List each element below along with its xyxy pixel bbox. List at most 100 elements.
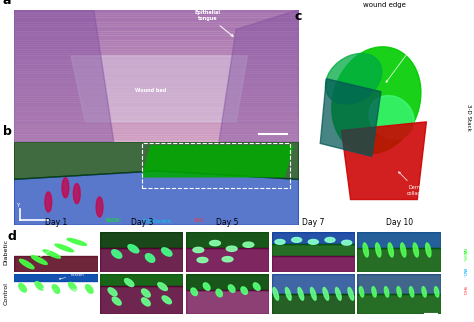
Ellipse shape [35, 281, 43, 290]
Polygon shape [272, 256, 355, 272]
Circle shape [308, 240, 319, 244]
Polygon shape [219, 10, 299, 142]
Text: Day 7: Day 7 [302, 218, 325, 227]
Text: Epithelial
Cells: Epithelial Cells [386, 39, 426, 82]
Polygon shape [272, 274, 355, 294]
Ellipse shape [273, 288, 279, 300]
Text: Wound bed: Wound bed [135, 88, 166, 92]
Bar [14, 92, 299, 95]
Polygon shape [100, 286, 183, 314]
Ellipse shape [142, 289, 150, 297]
Bar [14, 41, 299, 43]
Circle shape [73, 184, 80, 204]
Ellipse shape [162, 248, 172, 256]
Bar [14, 9, 299, 12]
Bar [14, 65, 299, 68]
Ellipse shape [67, 238, 87, 245]
Bar [14, 32, 299, 34]
Text: z: z [440, 195, 443, 201]
Ellipse shape [158, 283, 167, 290]
Text: Day 1: Day 1 [45, 218, 67, 227]
Text: b: b [2, 125, 11, 138]
Ellipse shape [125, 279, 134, 287]
Ellipse shape [359, 287, 364, 297]
Ellipse shape [310, 288, 316, 300]
Ellipse shape [372, 287, 376, 297]
Bar [14, 70, 299, 72]
Ellipse shape [332, 47, 421, 154]
Ellipse shape [422, 287, 426, 297]
Polygon shape [357, 294, 441, 314]
Text: Control: Control [4, 282, 9, 305]
Bar [14, 139, 299, 142]
Ellipse shape [228, 285, 235, 292]
Ellipse shape [413, 243, 419, 257]
Ellipse shape [112, 297, 121, 305]
Bar [14, 23, 299, 25]
Text: Hair
follicle: Hair follicle [40, 236, 73, 256]
Polygon shape [100, 274, 183, 286]
Ellipse shape [369, 96, 414, 139]
Polygon shape [186, 290, 269, 314]
Text: d: d [7, 230, 16, 242]
Bar [14, 128, 299, 130]
Polygon shape [186, 248, 269, 272]
Ellipse shape [108, 288, 117, 296]
Circle shape [292, 237, 301, 242]
Text: Keratin: Keratin [59, 273, 85, 279]
Bar [14, 130, 299, 133]
Bar [14, 36, 299, 39]
Bar [14, 103, 299, 106]
Ellipse shape [253, 283, 260, 290]
Polygon shape [186, 274, 269, 290]
Bar [14, 47, 299, 50]
Ellipse shape [112, 250, 122, 258]
Ellipse shape [363, 243, 368, 257]
Bar [14, 59, 299, 61]
Polygon shape [71, 56, 247, 122]
Bar [14, 18, 299, 21]
Text: c: c [295, 10, 302, 23]
Ellipse shape [401, 243, 406, 257]
Ellipse shape [298, 288, 304, 300]
Bar [14, 56, 299, 59]
Text: NADH,: NADH, [462, 248, 465, 262]
Bar [14, 12, 299, 14]
Circle shape [45, 192, 52, 212]
Bar [14, 108, 299, 110]
Bar [14, 25, 299, 28]
Ellipse shape [162, 296, 172, 304]
Text: 3-D Stack: 3-D Stack [466, 104, 471, 131]
Bar [14, 85, 299, 88]
Text: Day 10: Day 10 [385, 218, 413, 227]
Ellipse shape [435, 287, 439, 297]
Ellipse shape [43, 250, 60, 258]
Text: Y: Y [16, 305, 18, 308]
Bar [14, 50, 299, 52]
Polygon shape [357, 248, 441, 272]
Circle shape [275, 240, 285, 244]
Text: X: X [29, 310, 32, 315]
Ellipse shape [216, 289, 222, 297]
Circle shape [342, 240, 352, 245]
Bar [14, 7, 299, 10]
Ellipse shape [397, 287, 401, 297]
Bar [14, 81, 299, 83]
Text: x: x [423, 208, 427, 213]
Ellipse shape [55, 244, 73, 252]
Text: SHG: SHG [193, 218, 204, 223]
Polygon shape [320, 79, 381, 156]
Bar [14, 45, 299, 48]
Bar [14, 43, 299, 45]
Text: FAD,: FAD, [462, 268, 465, 278]
Bar [14, 137, 299, 139]
Circle shape [62, 178, 69, 198]
Ellipse shape [203, 283, 210, 290]
Ellipse shape [326, 53, 382, 104]
Polygon shape [357, 274, 441, 294]
Text: SHG: SHG [462, 286, 465, 295]
Bar [14, 126, 299, 128]
Bar [14, 83, 299, 86]
Bar [14, 121, 299, 124]
Circle shape [197, 257, 208, 263]
